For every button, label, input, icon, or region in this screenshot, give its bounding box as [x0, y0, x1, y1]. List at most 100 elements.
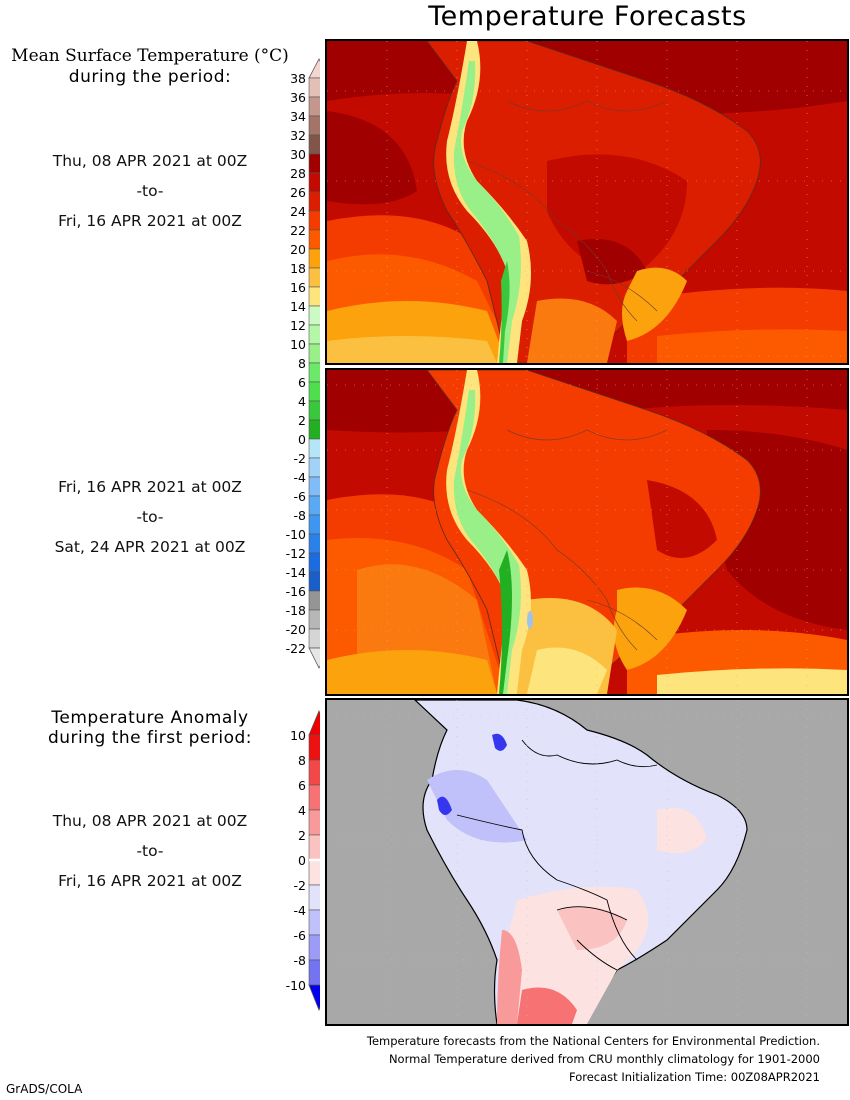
- country-borders: [466, 429, 668, 651]
- colorbar-segment: [308, 590, 320, 611]
- anomaly-period-start: Thu, 08 APR 2021 at 00Z: [52, 812, 248, 830]
- country-borders: [466, 100, 668, 322]
- colorbar-tick-label: 36: [290, 90, 306, 105]
- colorbar-tick-label: -16: [285, 584, 306, 599]
- colorbar-tick-label: 6: [298, 375, 306, 390]
- andes-core: [499, 261, 510, 363]
- colorbar-tick-label: -8: [293, 508, 306, 523]
- warm-band-west: [327, 111, 417, 205]
- paraguay-warm: [557, 906, 627, 950]
- colorbar-tick-label: -10: [285, 978, 306, 993]
- pampas-cooler: [527, 647, 607, 694]
- colorbar-tick-label: 10: [290, 337, 306, 352]
- colorbar-segment: [308, 457, 320, 478]
- grid-lines: [327, 700, 847, 1024]
- colorbar-tick-label: 20: [290, 242, 306, 257]
- colorbar-segment: [308, 834, 320, 861]
- colorbar-segment: [308, 438, 320, 459]
- colorbar-segment: [308, 210, 320, 231]
- ne-warm: [647, 480, 717, 558]
- cool-band-se-2: [657, 329, 847, 363]
- colorbar-tick-label: -2: [293, 878, 306, 893]
- colorbar-tick-label: 24: [290, 204, 306, 219]
- colorbar-tick-label: 0: [298, 853, 306, 868]
- period1-start: Thu, 08 APR 2021 at 00Z: [52, 152, 248, 170]
- colorbar-tick-label: 2: [298, 413, 306, 428]
- colorbar-segment: [308, 959, 320, 986]
- andes-warm: [497, 930, 522, 1024]
- colorbar-tick-label: -6: [293, 928, 306, 943]
- colorbar-tick-label: 32: [290, 128, 306, 143]
- colorbar-tick-label: 18: [290, 261, 306, 276]
- anombar-svg: [308, 710, 320, 1012]
- colorbar-tick-label: -4: [293, 903, 306, 918]
- ne-brazil-warm: [657, 808, 707, 854]
- period1-sep: -to-: [136, 182, 164, 200]
- colorbar-top-arrow: [308, 58, 320, 79]
- colorbar-bottom-arrow: [308, 984, 320, 1012]
- colorbar-segment: [308, 533, 320, 554]
- colorbar-tick-label: -8: [293, 953, 306, 968]
- colorbar-segment: [308, 514, 320, 535]
- colorbar-segment: [308, 400, 320, 421]
- colorbar-segment: [308, 628, 320, 649]
- colorbar-tick-label: 10: [290, 728, 306, 743]
- tempbar-svg: [308, 58, 320, 669]
- colorbar-tick-label: -14: [285, 565, 306, 580]
- temp-legend-heading: Mean Surface Temperature (°C): [11, 46, 289, 66]
- colorbar-segment: [308, 419, 320, 440]
- colorbar-tick-label: -20: [285, 622, 306, 637]
- colorbar-segment: [308, 172, 320, 193]
- colorbar-tick-label: 8: [298, 356, 306, 371]
- andes-core: [499, 550, 512, 694]
- colorbar-segment: [308, 324, 320, 345]
- map-temperature-period-2: [325, 368, 849, 696]
- colorbar-tick-label: 2: [298, 828, 306, 843]
- colorbar-tick-label: 22: [290, 223, 306, 238]
- andes-inner: [453, 61, 521, 363]
- anomaly-period-end: Fri, 16 APR 2021 at 00Z: [58, 872, 242, 890]
- anomaly-period-sep: -to-: [136, 842, 164, 860]
- colorbar-tick-label: 38: [290, 71, 306, 86]
- colorbar-segment: [308, 286, 320, 307]
- colorbar-segment: [308, 267, 320, 288]
- colorbar-tick-label: 30: [290, 147, 306, 162]
- colorbar-tick-label: 28: [290, 166, 306, 181]
- colorbar-tick-label: 16: [290, 280, 306, 295]
- grid-lines: [327, 370, 847, 694]
- period1-end: Fri, 16 APR 2021 at 00Z: [58, 212, 242, 230]
- colorbar-segment: [308, 343, 320, 364]
- colorbar-segment: [308, 734, 320, 761]
- period2-end: Sat, 24 APR 2021 at 00Z: [54, 538, 246, 556]
- credit-label: GrADS/COLA: [6, 1082, 83, 1096]
- colorbar-segment: [308, 153, 320, 174]
- colorbar-tick-label: 4: [298, 803, 306, 818]
- colorbar-segment: [308, 191, 320, 212]
- colorbar-tick-label: 26: [290, 185, 306, 200]
- colorbar-segment: [308, 784, 320, 811]
- colorbar-tick-label: 6: [298, 778, 306, 793]
- lake: [527, 611, 533, 629]
- map-temperature-anomaly: [325, 698, 849, 1026]
- period2-sep: -to-: [136, 508, 164, 526]
- footer-line-1: Temperature forecasts from the National …: [366, 1034, 820, 1048]
- footer-line-2: Normal Temperature derived from CRU mont…: [388, 1052, 820, 1066]
- continent-fill: [414, 700, 748, 1024]
- colorbar-tick-label: -12: [285, 546, 306, 561]
- colorbar-segment: [308, 934, 320, 961]
- colorbar-segment: [308, 362, 320, 383]
- colorbar-segment: [308, 809, 320, 836]
- period2-start: Fri, 16 APR 2021 at 00Z: [58, 478, 242, 496]
- cool-band-sw-4: [327, 650, 497, 694]
- colorbar-segment: [308, 609, 320, 630]
- map-temperature-period-1: [325, 39, 849, 365]
- andes-inner: [453, 390, 521, 694]
- colorbar-segment: [308, 115, 320, 136]
- colorbar-segment: [308, 859, 320, 886]
- colorbar-segment: [308, 381, 320, 402]
- colorbar-segment: [308, 77, 320, 98]
- andes-cool: [427, 770, 527, 843]
- colorbar-segment: [308, 96, 320, 117]
- colorbar-tick-label: 34: [290, 109, 306, 124]
- colorbar-segment: [308, 495, 320, 516]
